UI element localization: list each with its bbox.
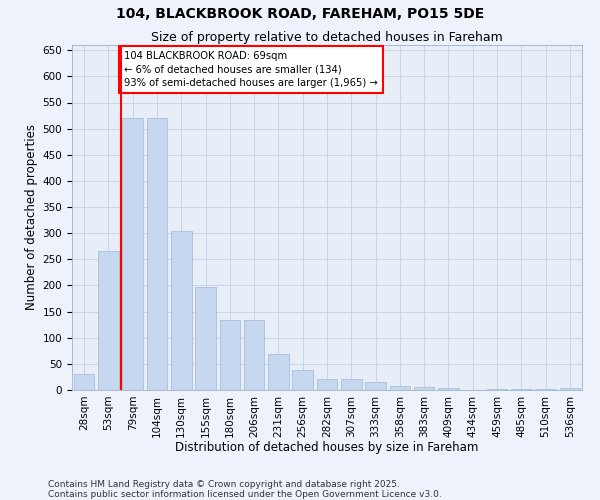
- Bar: [414, 388, 434, 390]
- Bar: [560, 388, 580, 390]
- Bar: [535, 389, 556, 390]
- Bar: [438, 388, 459, 390]
- Text: 104 BLACKBROOK ROAD: 69sqm
← 6% of detached houses are smaller (134)
93% of semi: 104 BLACKBROOK ROAD: 69sqm ← 6% of detac…: [124, 52, 378, 88]
- Bar: [146, 118, 167, 390]
- Bar: [317, 378, 337, 390]
- Bar: [341, 378, 362, 390]
- Title: Size of property relative to detached houses in Fareham: Size of property relative to detached ho…: [151, 31, 503, 44]
- Bar: [511, 389, 532, 390]
- Bar: [171, 230, 191, 390]
- Text: Contains HM Land Registry data © Crown copyright and database right 2025.
Contai: Contains HM Land Registry data © Crown c…: [48, 480, 442, 499]
- Bar: [389, 386, 410, 390]
- Bar: [487, 389, 508, 390]
- Y-axis label: Number of detached properties: Number of detached properties: [25, 124, 38, 310]
- Bar: [220, 320, 240, 390]
- Bar: [74, 374, 94, 390]
- Bar: [195, 286, 216, 390]
- Bar: [98, 252, 119, 390]
- Bar: [292, 370, 313, 390]
- X-axis label: Distribution of detached houses by size in Fareham: Distribution of detached houses by size …: [175, 441, 479, 454]
- Bar: [365, 382, 386, 390]
- Bar: [268, 354, 289, 390]
- Bar: [122, 118, 143, 390]
- Bar: [244, 320, 265, 390]
- Text: 104, BLACKBROOK ROAD, FAREHAM, PO15 5DE: 104, BLACKBROOK ROAD, FAREHAM, PO15 5DE: [116, 8, 484, 22]
